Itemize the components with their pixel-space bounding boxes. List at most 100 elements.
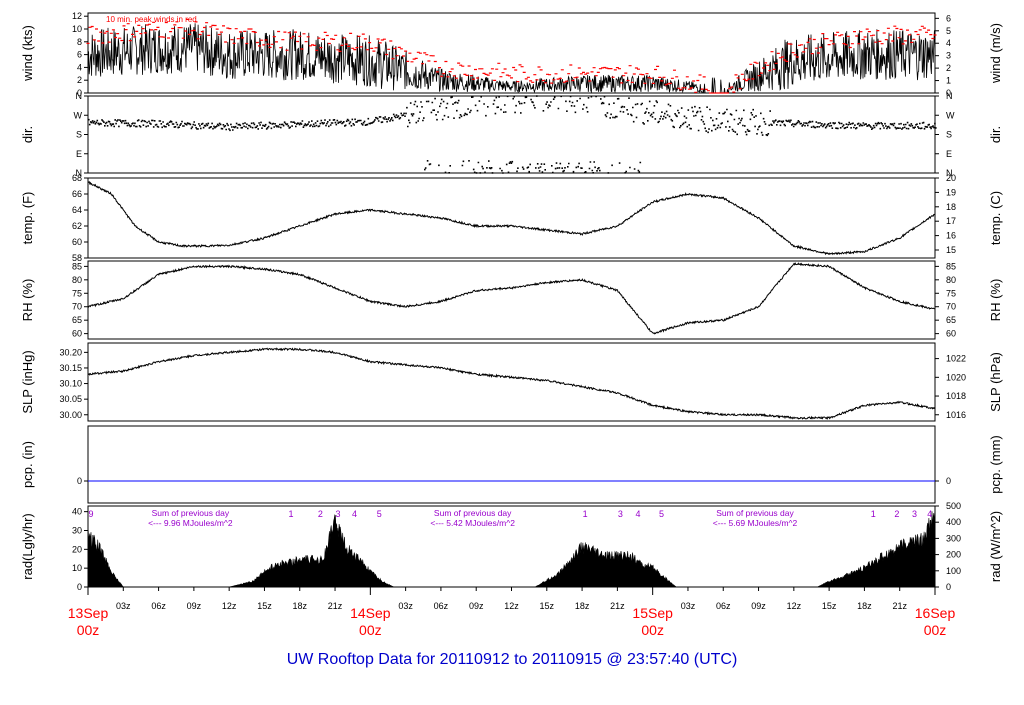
daily-sum-value: <--- 5.42 MJoules/m^2 bbox=[430, 518, 515, 528]
radiation-hour-mark: 4 bbox=[927, 509, 932, 519]
pcp-panel: 0 0 pcp. (in) pcp. (mm) bbox=[20, 425, 1003, 504]
slp-panel: 30.00 30.05 30.10 30.15 30.20 1016 1018 1020 102… bbox=[20, 342, 1003, 422]
slp-right-tick-label: 1022 bbox=[946, 354, 966, 364]
wind-right-axis-title: wind (m/s) bbox=[988, 23, 1003, 84]
rh-right-tick-label: 70 bbox=[946, 302, 956, 312]
wind-left-tick-label: 10 bbox=[72, 24, 82, 34]
radiation-hour-mark: 9 bbox=[88, 509, 93, 519]
rh-left-tick-label: 75 bbox=[72, 288, 82, 298]
wind-left-axis-title: wind (kts) bbox=[20, 25, 35, 82]
hour-tick-label: 15z bbox=[822, 601, 837, 611]
hour-tick-label: 06z bbox=[434, 601, 449, 611]
rh-right-tick-label: 85 bbox=[946, 261, 956, 271]
temp-left-tick-label: 58 bbox=[72, 253, 82, 263]
rad-right-tick-label: 300 bbox=[946, 533, 961, 543]
rad-left-tick-label: 0 bbox=[77, 582, 82, 592]
temp-left-tick-label: 62 bbox=[72, 221, 82, 231]
temp-right-axis-title: temp. (C) bbox=[988, 191, 1003, 245]
hour-tick-label: 12z bbox=[787, 601, 802, 611]
slp-frame bbox=[87, 342, 936, 422]
rh-panel: 60 65 70 75 80 85 60 65 70 75 80 85 RH (%) RH (%) bbox=[20, 260, 1003, 340]
temp-left-tick-label: 64 bbox=[72, 205, 82, 215]
radiation-hour-mark: 1 bbox=[583, 509, 588, 519]
slp-right-tick-label: 1016 bbox=[946, 410, 966, 420]
rh-right-tick-label: 75 bbox=[946, 288, 956, 298]
dir-left-tick-label: S bbox=[76, 130, 82, 140]
radiation-hour-mark: 1 bbox=[871, 509, 876, 519]
daily-sum-label: Sum of previous day bbox=[152, 508, 230, 518]
rad-left-tick-label: 10 bbox=[72, 563, 82, 573]
wind-right-tick-label: 0 bbox=[946, 88, 951, 98]
wind-right-tick-label: 6 bbox=[946, 13, 951, 23]
day-hour-label: 00z bbox=[77, 622, 100, 638]
wind-left-tick-label: 6 bbox=[77, 50, 82, 60]
rh-frame bbox=[87, 260, 936, 340]
hour-tick-label: 18z bbox=[857, 601, 872, 611]
daily-sum-label: Sum of previous day bbox=[716, 508, 794, 518]
slp-left-tick-label: 30.05 bbox=[59, 394, 82, 404]
hour-tick-label: 18z bbox=[575, 601, 590, 611]
rad-left-axis-title: rad(Lgly/hr) bbox=[20, 513, 35, 579]
chart-title: UW Rooftop Data for 20110912 to 20110915… bbox=[286, 651, 738, 668]
slp-right-tick-label: 1020 bbox=[946, 372, 966, 382]
hour-tick-label: 15z bbox=[257, 601, 272, 611]
rad-right-tick-label: 100 bbox=[946, 566, 961, 576]
temp-left-tick-label: 68 bbox=[72, 173, 82, 183]
wind-left-tick-label: 0 bbox=[77, 88, 82, 98]
dir-right-tick-label: N bbox=[946, 168, 953, 178]
hour-tick-label: 15z bbox=[540, 601, 555, 611]
hour-tick-label: 21z bbox=[328, 601, 343, 611]
radiation-hour-mark: 2 bbox=[318, 509, 323, 519]
dir-right-tick-label: E bbox=[946, 149, 952, 159]
temp-right-tick-label: 20 bbox=[946, 173, 956, 183]
pcp-left-tick-label: 0 bbox=[77, 476, 82, 486]
dir-left-axis-title: dir. bbox=[20, 126, 35, 143]
hour-tick-label: 12z bbox=[222, 601, 237, 611]
rh-left-tick-label: 65 bbox=[72, 315, 82, 325]
temp-frame bbox=[87, 177, 936, 259]
temp-left-tick-label: 60 bbox=[72, 237, 82, 247]
hour-tick-label: 09z bbox=[751, 601, 766, 611]
wind-left-tick-label: 4 bbox=[77, 62, 82, 72]
day-date-label: 15Sep bbox=[632, 605, 673, 621]
dir-right-axis-title: dir. bbox=[988, 126, 1003, 143]
rad-right-tick-label: 0 bbox=[946, 582, 951, 592]
rad-left-tick-label: 20 bbox=[72, 544, 82, 554]
rh-line bbox=[87, 262, 936, 335]
day-date-label: 14Sep bbox=[350, 605, 391, 621]
wind-direction-points bbox=[88, 95, 937, 174]
temp-panel: 58 60 62 64 66 68 15 16 17 18 19 20 temp. (F) temp. (… bbox=[20, 173, 1003, 263]
hour-tick-label: 03z bbox=[681, 601, 696, 611]
temp-line bbox=[87, 180, 936, 256]
temp-right-tick-label: 19 bbox=[946, 187, 956, 197]
slp-line bbox=[87, 347, 936, 420]
radiation-hour-mark: 3 bbox=[336, 509, 341, 519]
hour-tick-label: 09z bbox=[187, 601, 202, 611]
day-date-label: 16Sep bbox=[915, 605, 956, 621]
rad-right-tick-label: 400 bbox=[946, 517, 961, 527]
daily-sum-value: <--- 5.69 MJoules/m^2 bbox=[713, 518, 798, 528]
day-hour-label: 00z bbox=[924, 622, 947, 638]
rh-left-tick-label: 70 bbox=[72, 302, 82, 312]
wind-left-tick-label: 8 bbox=[77, 37, 82, 47]
slp-left-tick-label: 30.15 bbox=[59, 363, 82, 373]
wind-right-tick-label: 5 bbox=[946, 26, 951, 36]
rad-left-tick-label: 40 bbox=[72, 507, 82, 517]
dir-left-tick-label: N bbox=[76, 91, 83, 101]
slp-right-axis-title: SLP (hPa) bbox=[988, 352, 1003, 412]
peak-wind-annotation: 10 min. peak winds in red bbox=[106, 15, 197, 24]
rh-left-tick-label: 80 bbox=[72, 275, 82, 285]
pcp-right-tick-label: 0 bbox=[946, 476, 951, 486]
daily-sum-value: <--- 9.96 MJoules/m^2 bbox=[148, 518, 233, 528]
time-axis: 03z 06z 09z 12z 15z 18z 21z 03z 06z 09z 12z 15z 18z 2… bbox=[68, 587, 956, 638]
slp-left-tick-label: 30.10 bbox=[59, 379, 82, 389]
rh-right-tick-label: 80 bbox=[946, 275, 956, 285]
dir-right-tick-label: W bbox=[946, 110, 955, 120]
wind-right-tick-label: 2 bbox=[946, 63, 951, 73]
hour-tick-label: 09z bbox=[469, 601, 484, 611]
hour-tick-label: 06z bbox=[716, 601, 731, 611]
hour-tick-label: 06z bbox=[151, 601, 166, 611]
